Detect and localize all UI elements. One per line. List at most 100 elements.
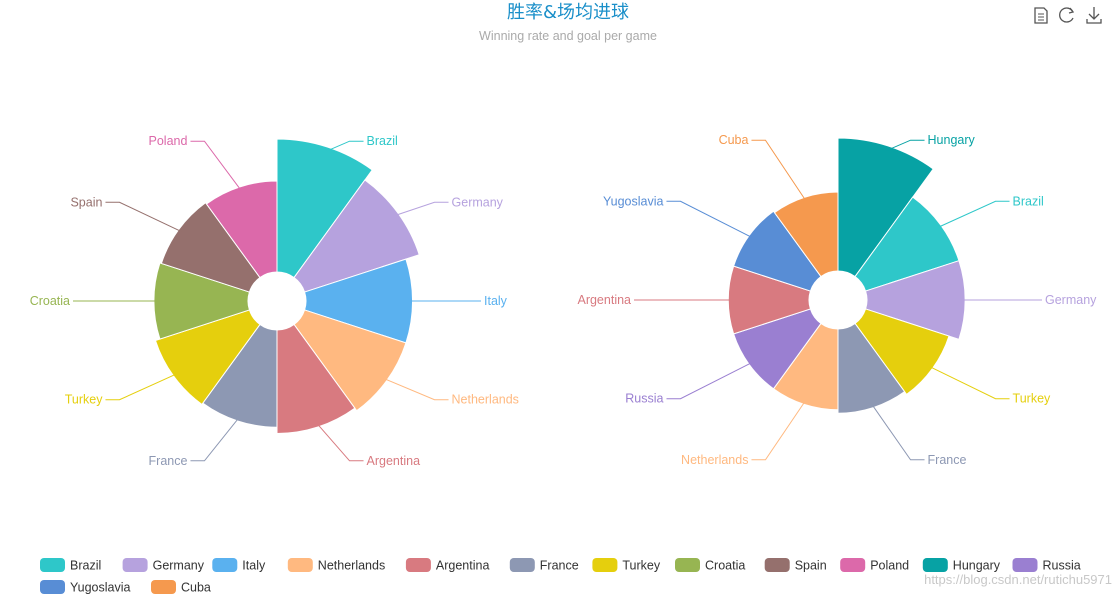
label-line-yugoslavia (666, 200, 753, 238)
slice-label-brazil: Brazil (367, 134, 398, 148)
slice-label-argentina: Argentina (577, 293, 631, 307)
label-line-cuba (751, 139, 807, 201)
slice-poland[interactable] (205, 180, 278, 279)
legend-label-spain: Spain (795, 559, 827, 573)
slice-turkey[interactable] (154, 309, 261, 406)
save-image-icon[interactable] (1086, 7, 1102, 24)
legend-swatch-netherlands (287, 558, 313, 572)
slice-label-argentina: Argentina (367, 454, 421, 468)
rose-charts: Brazil Germany Italy Netherlands Argentina Fr… (30, 133, 1097, 468)
legend-item-italy[interactable]: Italy (212, 558, 266, 573)
label-line-brazil (325, 140, 364, 153)
legend-item-brazil[interactable]: Brazil (40, 558, 101, 573)
slice-label-netherlands: Netherlands (452, 393, 519, 407)
chart-subtitle: Winning rate and goal per game (479, 29, 657, 43)
slice-label-poland: Poland (149, 134, 188, 148)
legend-item-argentina[interactable]: Argentina (405, 558, 490, 573)
slice-label-spain: Spain (70, 195, 102, 209)
legend-label-hungary: Hungary (953, 559, 1001, 573)
legend-label-germany: Germany (153, 559, 205, 573)
legend-item-turkey[interactable]: Turkey (592, 558, 661, 573)
label-line-russia (666, 362, 753, 400)
legend-label-brazil: Brazil (70, 559, 101, 573)
slice-label-croatia: Croatia (30, 294, 70, 308)
label-line-turkey (105, 373, 177, 401)
slice-label-germany: Germany (452, 195, 504, 209)
label-line-brazil (937, 200, 1010, 228)
legend-item-germany[interactable]: Germany (122, 558, 205, 573)
legend-item-russia[interactable]: Russia (1012, 558, 1081, 573)
legend-label-argentina: Argentina (436, 559, 490, 573)
label-line-germany (394, 201, 449, 217)
legend-label-croatia: Croatia (705, 559, 745, 573)
legend-label-france: France (540, 559, 579, 573)
legend-label-turkey: Turkey (622, 559, 660, 573)
label-line-spain (105, 201, 182, 233)
slice-argentina[interactable] (276, 323, 356, 434)
slice-label-france: France (928, 453, 967, 467)
slice-label-turkey: Turkey (1013, 392, 1051, 406)
slice-label-yugoslavia: Yugoslavia (603, 194, 664, 208)
slice-label-france: France (149, 454, 188, 468)
legend-label-yugoslavia: Yugoslavia (70, 581, 131, 595)
legend-swatch-cuba (151, 580, 176, 594)
legend-item-spain[interactable]: Spain (764, 558, 827, 573)
slice-label-hungary: Hungary (928, 133, 976, 147)
legend-item-yugoslavia[interactable]: Yugoslavia (40, 580, 131, 595)
slice-label-cuba: Cuba (719, 133, 749, 147)
slice-netherlands[interactable] (293, 309, 407, 412)
slice-france[interactable] (837, 322, 906, 414)
slice-yugoslavia[interactable] (732, 210, 822, 292)
legend-swatch-france (509, 558, 535, 572)
legend-item-croatia[interactable]: Croatia (675, 558, 745, 573)
slice-germany[interactable] (864, 260, 966, 340)
label-line-argentina (316, 422, 364, 462)
slice-label-turkey: Turkey (65, 393, 103, 407)
slice-croatia[interactable] (153, 262, 251, 340)
slice-label-italy: Italy (484, 294, 508, 308)
label-line-france (190, 417, 240, 462)
legend-item-france[interactable]: France (509, 558, 579, 573)
restore-icon[interactable] (1059, 7, 1075, 23)
slice-brazil[interactable] (276, 138, 373, 279)
chart-title: 胜率&场均进球 (507, 2, 629, 23)
legend-label-cuba: Cuba (181, 581, 211, 595)
slice-turkey[interactable] (854, 308, 950, 396)
label-line-france (871, 404, 925, 461)
label-line-turkey (929, 366, 1010, 400)
legend-swatch-croatia (675, 558, 700, 572)
slice-spain[interactable] (160, 201, 261, 293)
legend-label-netherlands: Netherlands (318, 559, 385, 573)
legend-swatch-poland (840, 558, 866, 572)
legend-swatch-argentina (405, 558, 431, 572)
legend: Brazil Germany Italy Netherlands Argentina Fr… (40, 558, 1081, 595)
legend-swatch-germany (122, 558, 148, 572)
toolbox (1034, 7, 1102, 24)
legend-item-netherlands[interactable]: Netherlands (287, 558, 385, 573)
slice-label-russia: Russia (625, 392, 663, 406)
legend-swatch-brazil (40, 558, 65, 572)
legend-swatch-hungary (922, 558, 948, 572)
label-line-hungary (886, 139, 925, 152)
label-line-netherlands (751, 400, 806, 461)
legend-label-poland: Poland (870, 559, 909, 573)
slice-germany[interactable] (293, 179, 420, 293)
slice-label-brazil: Brazil (1013, 194, 1044, 208)
legend-swatch-spain (764, 558, 790, 572)
slice-hungary[interactable] (837, 137, 934, 278)
slice-cuba[interactable] (773, 191, 839, 278)
rose-chart-2: Hungary Brazil Germany Turkey France Netherla… (577, 133, 1097, 467)
legend-swatch-yugoslavia (40, 580, 65, 594)
data-view-icon[interactable] (1034, 7, 1048, 24)
label-line-netherlands (383, 377, 449, 401)
legend-label-italy: Italy (242, 559, 266, 573)
slice-label-netherlands: Netherlands (681, 453, 748, 467)
legend-item-hungary[interactable]: Hungary (922, 558, 1001, 573)
watermark: https://blog.csdn.net/rutichu5971 (924, 572, 1112, 587)
legend-label-russia: Russia (1043, 559, 1081, 573)
legend-item-cuba[interactable]: Cuba (151, 580, 211, 595)
legend-item-poland[interactable]: Poland (840, 558, 909, 573)
legend-swatch-italy (212, 558, 238, 572)
legend-swatch-russia (1012, 558, 1038, 572)
